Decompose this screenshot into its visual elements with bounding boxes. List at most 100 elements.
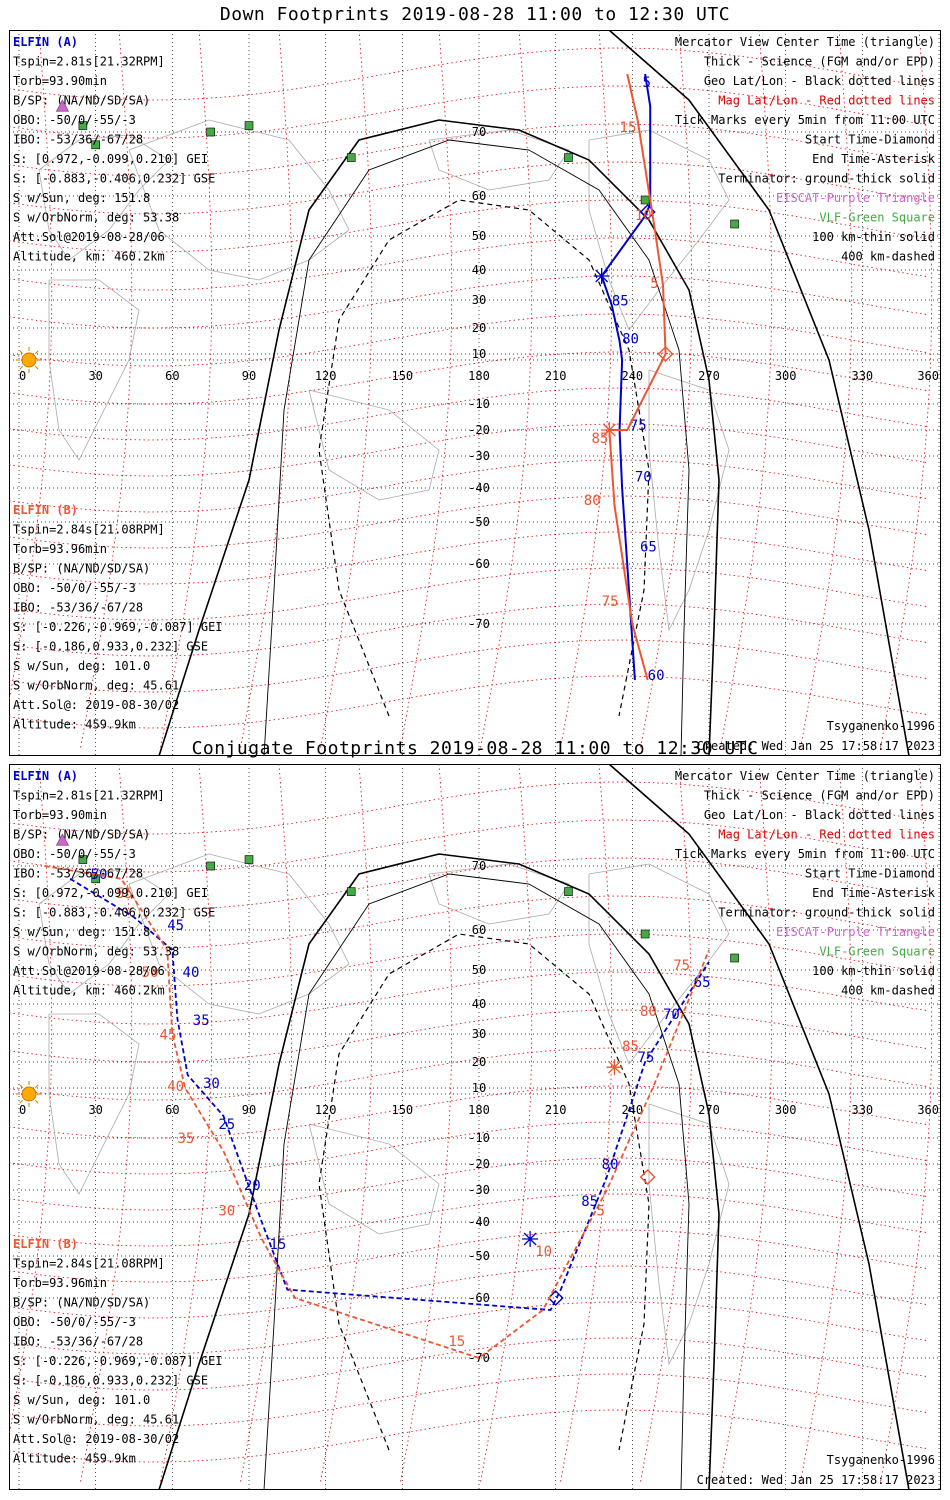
mag-lat-curve — [9, 199, 930, 253]
mag-lon-curve — [479, 30, 533, 751]
elfin-a-info-line: S w/Sun, deg: 151.8 — [13, 925, 150, 939]
mag-lon-curve — [879, 30, 933, 751]
elfin-b-info-line: S: [-0.186,0.933,0.232] GSE — [13, 1374, 208, 1388]
coastline — [48, 1013, 140, 1195]
track-tick-label: 40 — [183, 965, 200, 981]
vlf-station-marker — [206, 127, 215, 137]
mag-lat-curve — [9, 895, 930, 949]
mag-lat-curve — [9, 1157, 930, 1211]
vlf-station-marker — [730, 219, 739, 229]
elfin-b-info-line: S w/OrbNorm, deg: 45.61 — [13, 679, 179, 693]
lon-tick-label: 180 — [468, 1103, 490, 1117]
terminator-100km-line — [263, 873, 690, 1490]
legend-line: End Time-Asterisk — [812, 152, 936, 166]
mag-lon-curve — [319, 764, 373, 1485]
mag-lon-curve — [799, 30, 853, 751]
legend-line: Terminator: ground-thick solid — [718, 906, 935, 920]
coastline — [128, 853, 350, 1015]
sun-ray — [19, 1084, 23, 1088]
lon-tick-label: 120 — [315, 1103, 337, 1117]
elfin-b-info-line: Torb=93.96min — [13, 542, 107, 556]
track-tick-label: 30 — [218, 1204, 235, 1220]
elfin-a-info-line: Altitude, km: 460.2km — [13, 250, 165, 264]
track-tick-label: 75 — [630, 418, 647, 434]
sun-ray — [35, 1084, 39, 1088]
vlf-station-marker — [206, 861, 215, 871]
elfin-b-info-line: S w/OrbNorm, deg: 45.61 — [13, 1413, 179, 1427]
lon-tick-label: 180 — [468, 369, 490, 383]
track-tick-label: 75 — [673, 958, 690, 974]
track-tick-label: 15 — [620, 120, 637, 136]
mag-lat-curve — [9, 1229, 930, 1283]
lat-tick-label: -60 — [468, 1291, 490, 1305]
track-tick-label: 80 — [602, 1157, 619, 1173]
orbit-track-b — [608, 73, 667, 681]
lat-tick-label: 30 — [472, 1027, 486, 1041]
elfin-b-info-line: Tspin=2.84s[21.08RPM] — [13, 1257, 165, 1271]
track-tick-label: 60 — [648, 668, 665, 684]
orbit-track-a — [69, 878, 710, 1311]
lat-tick-label: -20 — [468, 1157, 490, 1171]
mag-lat-curve — [9, 781, 930, 835]
lon-tick-label: 30 — [88, 369, 102, 383]
track-tick-label: 80 — [622, 332, 639, 348]
elfin-a-info-line: Att.Sol@2019-08-28/06 — [13, 230, 165, 244]
track-tick-label: 80 — [584, 493, 601, 509]
mag-lon-curve — [79, 30, 133, 751]
terminator-ground-line — [158, 853, 720, 1490]
mag-lon-curve — [239, 764, 293, 1485]
mag-lat-curve — [9, 1193, 930, 1247]
track-tick-label: 50 — [142, 965, 159, 981]
track-tick-label: 15 — [269, 1237, 286, 1253]
legend-line: VLF-Green Square — [819, 211, 935, 225]
elfin-a-info-line: Tspin=2.81s[21.32RPM] — [13, 789, 165, 803]
track-tick-label: 40 — [167, 1079, 184, 1095]
elfin-a-info-line: Tspin=2.81s[21.32RPM] — [13, 55, 165, 69]
legend-line: Terminator: ground-thick solid — [718, 172, 935, 186]
lon-tick-label: 90 — [242, 369, 256, 383]
elfin-a-info-line: Altitude, km: 460.2km — [13, 984, 165, 998]
start-diamond-marker — [547, 1290, 564, 1306]
track-tick-label: 65 — [640, 539, 657, 555]
coastline — [428, 129, 570, 191]
mag-lon-curve — [479, 764, 533, 1485]
lat-tick-label: 10 — [472, 1081, 486, 1095]
legend-line: Geo Lat/Lon - Black dotted lines — [704, 808, 935, 822]
coastline — [588, 863, 730, 1065]
track-tick-label: 65 — [694, 975, 711, 991]
mag-lon-curve — [799, 764, 853, 1485]
elfin-a-info-line: S: [0.972,-0.099,0.210] GEI — [13, 886, 208, 900]
elfin-b-info-line: IBO: -53/36/-67/28 — [13, 1335, 143, 1349]
lon-tick-label: 210 — [545, 1103, 567, 1117]
mag-lon-curve — [559, 764, 613, 1485]
coastline — [48, 279, 140, 461]
elfin-b-info-line: IBO: -53/36/-67/28 — [13, 601, 143, 615]
mag-lon-curve — [639, 764, 693, 1485]
sun-ray — [19, 366, 23, 370]
conjugate-footprints-map: 0 30 60 90 120 150 180 210 240 270 300 330 360 70 60 50… — [9, 764, 941, 1490]
elfin-a-info-line: S w/OrbNorm, deg: 53.38 — [13, 211, 179, 225]
coastline — [648, 369, 730, 632]
vlf-station-marker — [346, 887, 356, 896]
lat-tick-label: 40 — [472, 997, 486, 1011]
lat-tick-label: 40 — [472, 263, 486, 277]
legend-line: Start Time-Diamond — [805, 867, 935, 881]
lon-tick-label: 300 — [775, 1103, 797, 1117]
elfin-a-info-line: B/SP: (NA/ND/SD/SA) — [13, 828, 150, 842]
created-label: Created: Wed Jan 25 17:58:17 2023 — [697, 1473, 935, 1487]
lat-tick-label: -20 — [468, 423, 490, 437]
mag-lat-curve — [9, 123, 930, 177]
lat-tick-label: -10 — [468, 1131, 490, 1145]
elfin-a-info-line: IBO: -53/36/-67/28 — [13, 867, 143, 881]
orbit-track-b — [44, 865, 710, 1360]
start-diamond-marker — [639, 1169, 656, 1185]
legend-line: 400 km-dashed — [841, 250, 935, 264]
mag-lat-curve — [9, 275, 930, 329]
vlf-station-marker — [564, 153, 573, 162]
mag-lon-curve — [159, 764, 213, 1485]
track-tick-label: 30 — [203, 1076, 220, 1092]
vlf-station-marker — [346, 153, 356, 162]
track-tick-label: 50 — [91, 867, 108, 883]
created-label: Created: Wed Jan 25 17:58:17 2023 — [697, 739, 935, 753]
mag-lon-curve — [399, 764, 453, 1485]
